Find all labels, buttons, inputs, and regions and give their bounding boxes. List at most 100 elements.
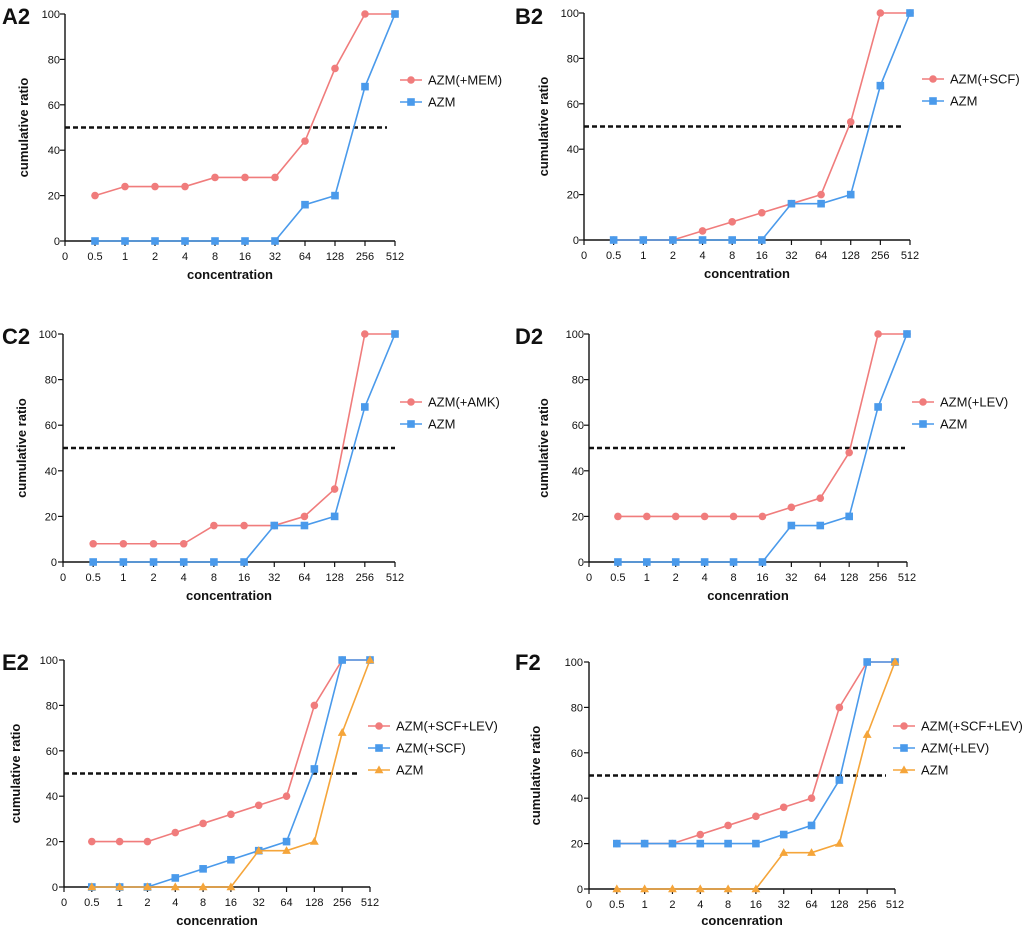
legend-marker — [899, 765, 909, 774]
x-tick-label: 1 — [117, 897, 123, 909]
y-tick-label: 20 — [46, 837, 58, 849]
legend-marker — [929, 97, 937, 105]
panel-label-b2: B2 — [515, 4, 543, 29]
panel-label-e2: E2 — [2, 650, 29, 675]
y-tick-label: 40 — [571, 793, 583, 805]
x-tick-label: 512 — [386, 572, 404, 584]
x-axis-title: concentration — [704, 266, 790, 281]
data-point — [331, 191, 339, 200]
legend-label: AZM — [940, 417, 967, 432]
legend-label: AZM — [428, 95, 455, 110]
y-tick-label: 100 — [40, 655, 58, 667]
legend-label: AZM — [396, 763, 423, 778]
data-point — [151, 182, 159, 191]
x-tick-label: 512 — [886, 899, 904, 911]
data-point — [728, 218, 736, 226]
x-tick-label-zero: 0 — [586, 572, 592, 584]
y-axis-title: cumulative ratio — [528, 726, 543, 826]
data-point — [240, 521, 248, 530]
data-point — [807, 821, 816, 830]
data-point — [121, 237, 129, 245]
data-point — [728, 236, 736, 244]
chart-panel-b2: B2 0 20 40 60 80 100 0 0.5 1 2 4 8 16 32 64 128 256 512 con… — [512, 0, 1024, 310]
chart-panel-e2: E2 0 20 40 60 80 100 0 0.5 1 2 4 8 16 32 64 128 256 512 con… — [0, 625, 512, 930]
data-point — [758, 208, 766, 217]
data-point — [119, 539, 128, 548]
data-point — [640, 884, 650, 893]
x-tick-label: 16 — [225, 897, 237, 909]
x-tick-label: 2 — [673, 572, 679, 584]
legend-marker — [900, 722, 908, 730]
x-tick-label: 16 — [756, 250, 768, 262]
x-tick-label: 2 — [150, 572, 156, 584]
x-tick-label-zero: 0 — [62, 251, 68, 263]
data-point — [391, 10, 399, 18]
data-point — [171, 874, 180, 882]
chart-panel-a2: A2 0 20 40 60 80 100 0 0.5 1 2 4 8 16 32 64 128 256 512 con… — [0, 0, 512, 310]
legend-marker — [375, 722, 383, 730]
data-point — [779, 848, 789, 856]
chart-f2-svg: F2 0 20 40 60 80 100 0 0.5 1 2 4 8 16 32 64 128 256 512 con… — [515, 650, 1023, 928]
chart-c2-svg: C2 0 20 40 60 80 100 0 0.5 1 2 4 8 16 32 64 128 256 512 con… — [2, 324, 500, 603]
data-point — [639, 236, 648, 244]
data-point — [211, 237, 219, 245]
x-tick-label: 4 — [182, 251, 188, 263]
data-point — [199, 865, 207, 873]
panel-label-c2: C2 — [2, 324, 30, 349]
legend-marker — [407, 420, 415, 428]
x-tick-label: 32 — [785, 250, 797, 262]
x-tick-label: 4 — [702, 572, 708, 584]
x-tick-label: 1 — [122, 251, 128, 263]
y-tick-label: 80 — [48, 54, 60, 66]
data-point — [876, 9, 885, 17]
data-point — [179, 558, 188, 566]
data-point — [149, 558, 158, 566]
x-tick-label: 128 — [842, 250, 860, 262]
data-point — [807, 848, 816, 856]
data-point — [903, 330, 911, 338]
x-tick-label: 64 — [280, 897, 292, 909]
data-point — [724, 821, 732, 830]
y-tick-label: 40 — [46, 791, 58, 803]
data-point — [151, 237, 159, 245]
data-point — [338, 656, 346, 664]
data-point — [787, 199, 796, 208]
data-point — [758, 558, 767, 566]
legend-label: AZM(+SCF) — [950, 72, 1020, 87]
y-tick-label: 80 — [571, 702, 583, 714]
data-point — [87, 882, 97, 891]
data-point — [816, 494, 825, 502]
y-tick-label: 80 — [572, 375, 584, 387]
data-point — [906, 9, 914, 17]
y-tick-label: 80 — [45, 375, 57, 387]
series-blue — [91, 10, 399, 245]
data-point — [874, 403, 882, 411]
data-point — [779, 803, 788, 812]
x-tick-label: 8 — [729, 250, 735, 262]
data-point — [787, 503, 796, 512]
x-tick-label: 512 — [361, 897, 379, 909]
data-point — [149, 539, 158, 548]
chart-b2-svg: B2 0 20 40 60 80 100 0 0.5 1 2 4 8 16 32 64 128 256 512 con… — [515, 4, 1020, 281]
chart-panel-d2: D2 0 20 40 60 80 100 0 0.5 1 2 4 8 16 32 64 128 256 512 con… — [512, 320, 1024, 620]
data-point — [751, 884, 761, 893]
x-tick-label: 1 — [644, 572, 650, 584]
data-point — [876, 81, 885, 90]
legend-marker — [375, 744, 383, 752]
x-tick-label: 16 — [238, 572, 250, 584]
series-red — [614, 330, 911, 521]
series-blue — [614, 330, 911, 566]
y-tick-label: 60 — [45, 420, 57, 432]
y-tick-label: 20 — [571, 839, 583, 851]
y-tick-label: 0 — [54, 236, 60, 248]
data-point — [365, 655, 375, 664]
x-tick-label: 128 — [326, 251, 344, 263]
y-tick-label: 80 — [46, 700, 58, 712]
chart-plot-group: D2 0 20 40 60 80 100 0 0.5 1 2 4 8 16 32 64 128 256 512 con… — [515, 324, 1008, 603]
chart-a2-svg: A2 0 20 40 60 80 100 0 0.5 1 2 4 8 16 32 64 128 256 512 con… — [2, 4, 502, 282]
y-axis-title: cumulative ratio — [536, 77, 551, 177]
data-point — [890, 657, 900, 666]
data-point — [845, 448, 853, 457]
legend-label: AZM — [950, 94, 977, 109]
panel-label-a2: A2 — [2, 4, 30, 29]
